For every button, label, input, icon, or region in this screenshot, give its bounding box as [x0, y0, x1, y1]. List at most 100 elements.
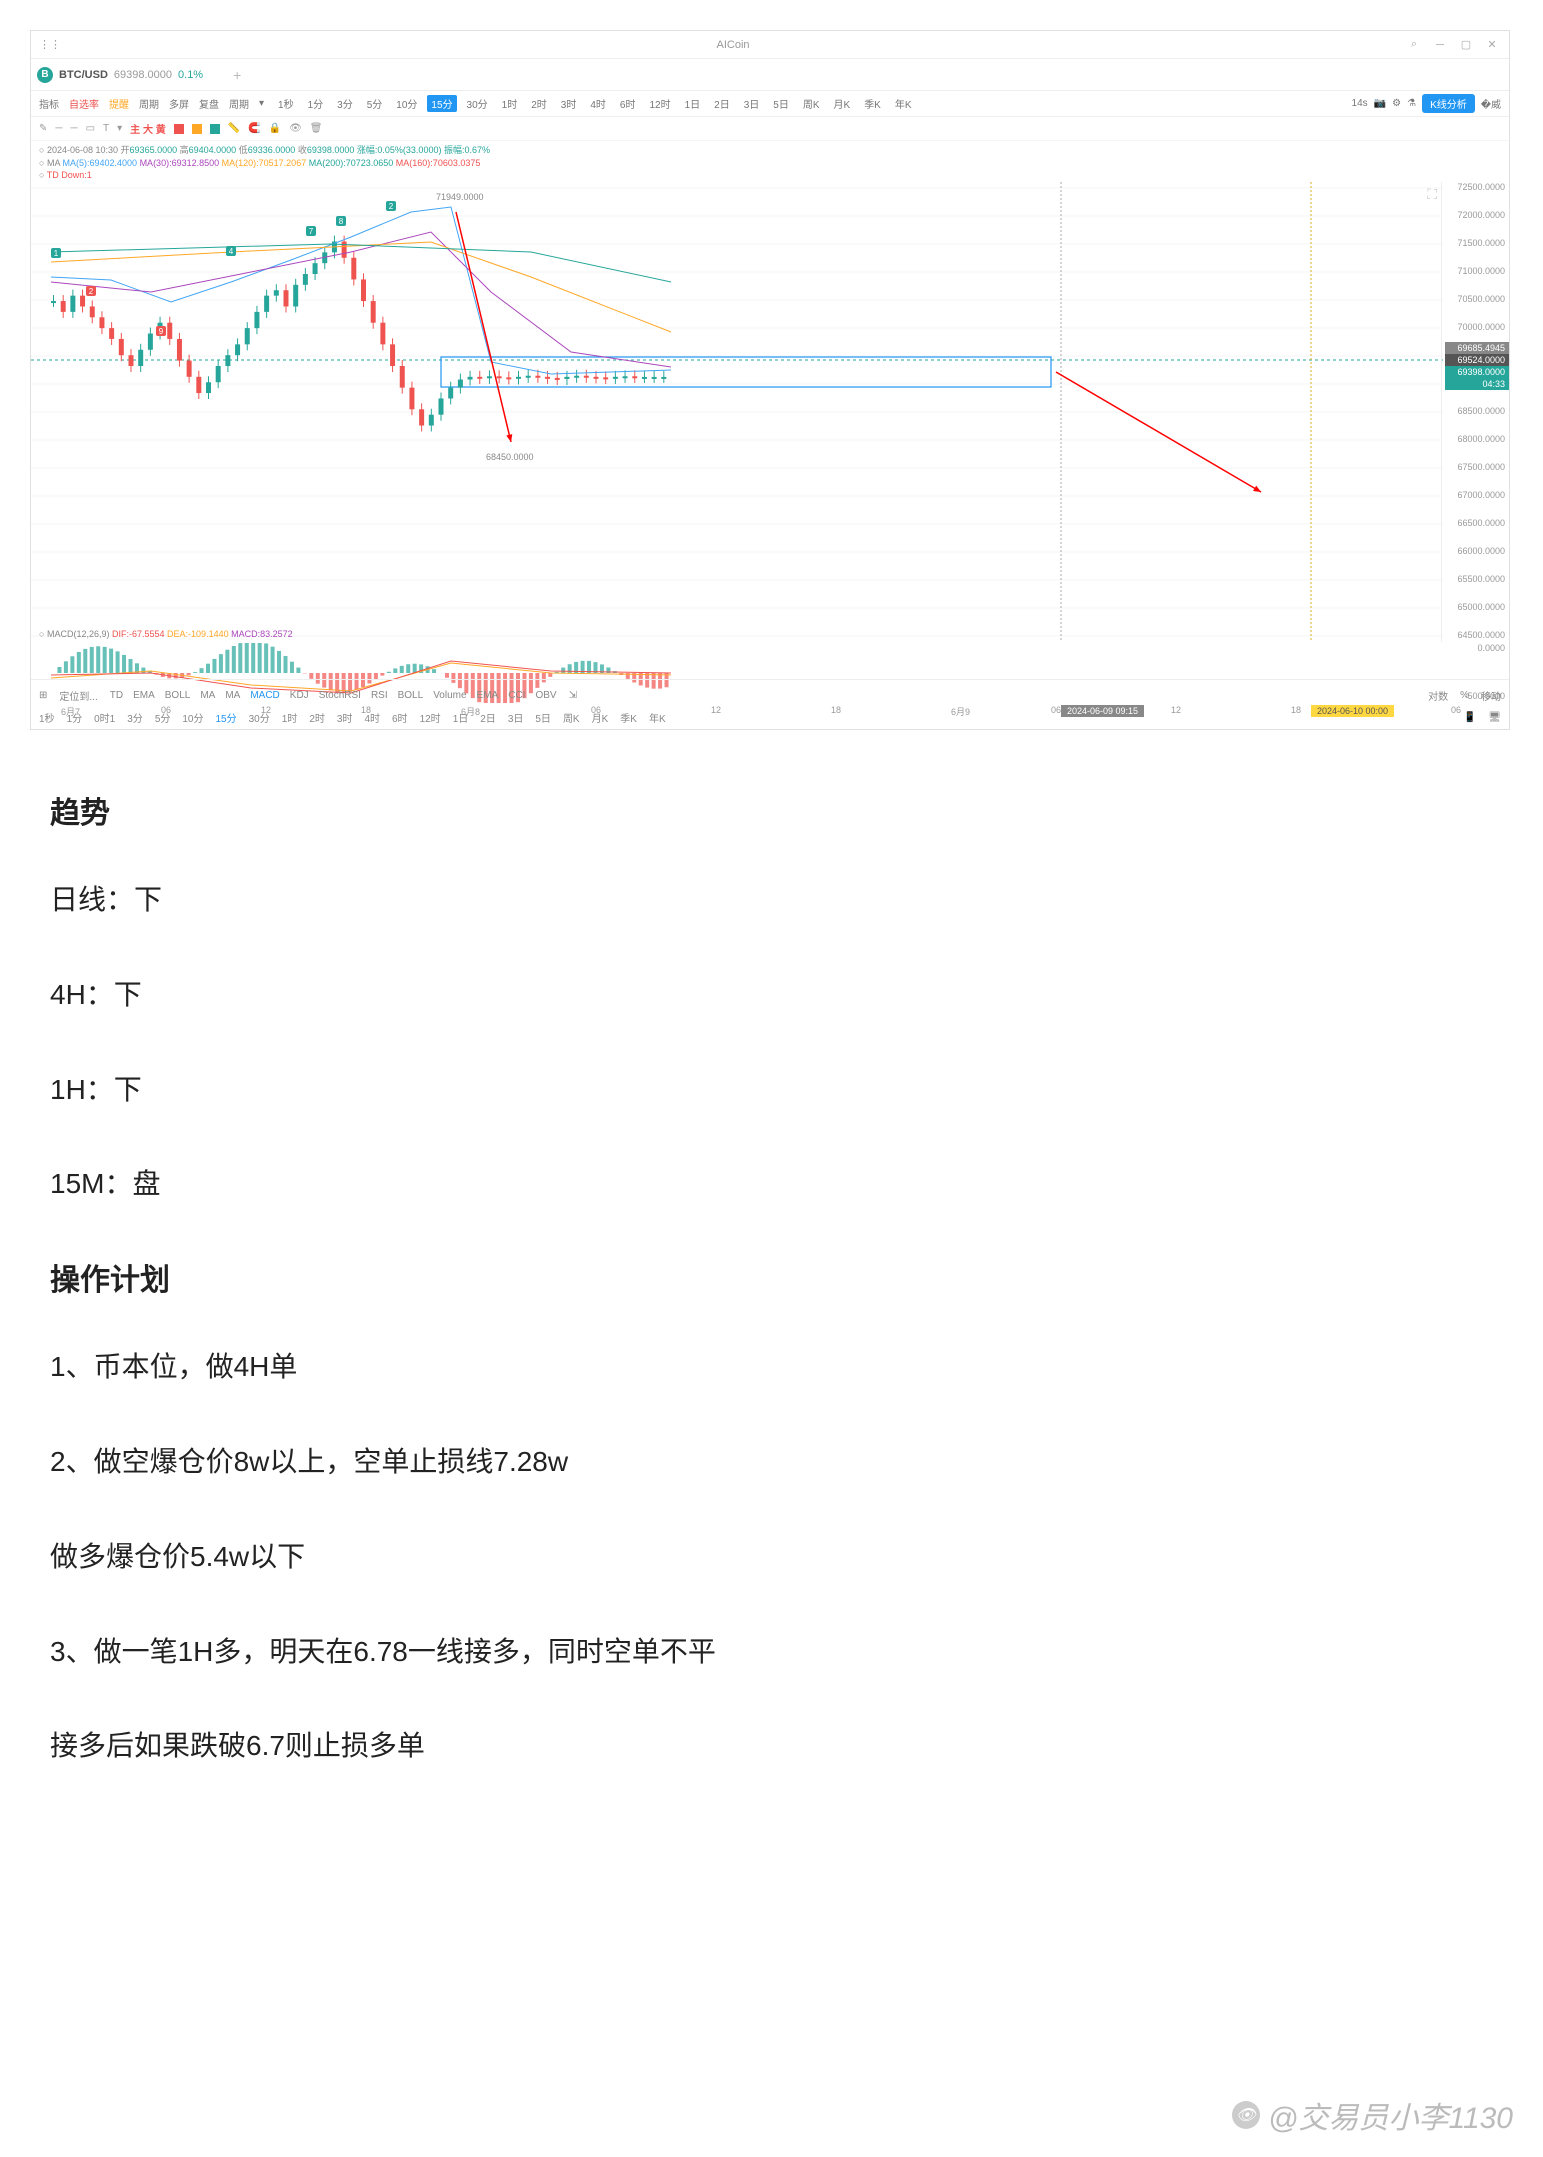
timeframe-30分[interactable]: 30分: [463, 95, 492, 112]
tf2-6时[interactable]: 6时: [392, 710, 408, 725]
tf2-3分[interactable]: 3分: [127, 710, 143, 725]
line2-tool-icon[interactable]: ─: [70, 123, 77, 134]
tf2-10分[interactable]: 10分: [182, 710, 203, 725]
pencil-icon[interactable]: ✎: [39, 123, 47, 134]
tb-rate[interactable]: 自选率: [69, 96, 99, 111]
indicator-MA[interactable]: MA: [200, 690, 215, 701]
lock-icon[interactable]: 🔒: [269, 123, 281, 134]
indicator-MA[interactable]: MA: [225, 690, 240, 701]
tf2-5分[interactable]: 5分: [155, 710, 171, 725]
tf2-4时[interactable]: 4时: [364, 710, 380, 725]
move-label[interactable]: 移动: [1481, 688, 1501, 703]
monitor-icon[interactable]: 🖥: [1488, 712, 1501, 723]
rect-tool-icon[interactable]: ▭: [86, 123, 95, 134]
timeframe-2日[interactable]: 2日: [710, 95, 734, 112]
timeframe-4时[interactable]: 4时: [586, 95, 610, 112]
fullscreen-icon[interactable]: ⛶: [1427, 186, 1437, 203]
kline-analysis-button[interactable]: K线分析: [1422, 94, 1475, 113]
indicator-MACD[interactable]: MACD: [250, 690, 279, 701]
share-icon[interactable]: �威: [1481, 96, 1501, 111]
tf2-1秒[interactable]: 1秒: [39, 710, 55, 725]
maximize-icon[interactable]: ▢: [1457, 36, 1475, 54]
camera-icon[interactable]: 📷: [1374, 98, 1386, 109]
timeframe-周K[interactable]: 周K: [799, 95, 824, 112]
text-tool-icon[interactable]: T: [103, 123, 109, 134]
timeframe-3日[interactable]: 3日: [740, 95, 764, 112]
search-icon[interactable]: ⌕: [1405, 36, 1423, 54]
tf2-1分[interactable]: 1分: [67, 710, 83, 725]
tf2-2时[interactable]: 2时: [309, 710, 325, 725]
expand-icon[interactable]: ⇲: [569, 690, 577, 701]
indicator-EMA[interactable]: EMA: [133, 690, 155, 701]
tb-indicator[interactable]: 指标: [39, 96, 59, 111]
line-tool-icon[interactable]: ─: [55, 123, 62, 134]
filter-icon[interactable]: ⚗: [1407, 98, 1416, 109]
eye3-icon[interactable]: ○: [39, 170, 44, 180]
timeframe-5分[interactable]: 5分: [363, 95, 387, 112]
tf2-周K[interactable]: 周K: [563, 710, 580, 725]
tf2-3日[interactable]: 3日: [508, 710, 524, 725]
timeframe-季K[interactable]: 季K: [860, 95, 885, 112]
indicator-BOLL[interactable]: BOLL: [165, 690, 191, 701]
tf2-季K[interactable]: 季K: [620, 710, 637, 725]
color-orange[interactable]: [192, 124, 202, 134]
timeframe-5日[interactable]: 5日: [769, 95, 793, 112]
tf2-1日[interactable]: 1日: [453, 710, 469, 725]
timeframe-月K[interactable]: 月K: [830, 95, 855, 112]
timeframe-年K[interactable]: 年K: [891, 95, 916, 112]
phone-icon[interactable]: 📱: [1464, 712, 1476, 723]
menu-dots-icon[interactable]: ⋮⋮: [39, 38, 61, 51]
close-icon[interactable]: ✕: [1483, 36, 1501, 54]
symbol-pair[interactable]: BTC/USD: [59, 69, 108, 81]
timeframe-1日[interactable]: 1日: [681, 95, 705, 112]
indicator-RSI[interactable]: RSI: [371, 690, 388, 701]
tf2-30分[interactable]: 30分: [249, 710, 270, 725]
indicator-CCI[interactable]: CCI: [508, 690, 525, 701]
eye-small-icon[interactable]: ○: [39, 145, 44, 155]
timeframe-3分[interactable]: 3分: [333, 95, 357, 112]
tf2-3时[interactable]: 3时: [337, 710, 353, 725]
log-label[interactable]: 对数: [1428, 688, 1448, 703]
timeframe-3时[interactable]: 3时: [557, 95, 581, 112]
indicator-KDJ[interactable]: KDJ: [290, 690, 309, 701]
indicator-OBV[interactable]: OBV: [535, 690, 556, 701]
indicator-BOLL[interactable]: BOLL: [398, 690, 424, 701]
tf2-12时[interactable]: 12时: [420, 710, 441, 725]
price-chart-svg[interactable]: 1294782: [31, 182, 1443, 642]
tf2-年K[interactable]: 年K: [649, 710, 666, 725]
timeframe-15分[interactable]: 15分: [427, 95, 456, 112]
trash-icon[interactable]: 🗑: [310, 123, 323, 134]
tb-multi[interactable]: 多屏: [169, 96, 189, 111]
more-tool-icon[interactable]: ▾: [117, 123, 122, 134]
timeframe-6时[interactable]: 6时: [616, 95, 640, 112]
timeframe-1秒[interactable]: 1秒: [274, 95, 298, 112]
pct-label[interactable]: %: [1460, 690, 1469, 701]
eye-icon[interactable]: 👁: [289, 123, 302, 134]
color-red[interactable]: [174, 124, 184, 134]
eye2-icon[interactable]: ○: [39, 158, 44, 168]
timeframe-1时[interactable]: 1时: [498, 95, 522, 112]
tb-replay[interactable]: 复盘: [199, 96, 219, 111]
tf2-15分[interactable]: 15分: [216, 710, 237, 725]
timeframe-10分[interactable]: 10分: [392, 95, 421, 112]
magnet-icon[interactable]: 🧲: [248, 123, 260, 134]
minimize-icon[interactable]: ─: [1431, 36, 1449, 54]
tb-cycle[interactable]: 周期: [139, 96, 159, 111]
grid-icon[interactable]: ⊞: [39, 690, 47, 701]
tb-alert[interactable]: 提醒: [109, 96, 129, 111]
tf2-1时[interactable]: 1时: [282, 710, 298, 725]
color-green[interactable]: [210, 124, 220, 134]
tf2-0时1[interactable]: 0时1: [94, 710, 115, 725]
tf2-5日[interactable]: 5日: [535, 710, 551, 725]
timeframe-1分[interactable]: 1分: [304, 95, 328, 112]
add-tab-icon[interactable]: +: [233, 67, 241, 83]
indicator-StochRSI[interactable]: StochRSI: [319, 690, 361, 701]
indicator-Volume[interactable]: Volume: [433, 690, 466, 701]
settings-icon[interactable]: ⚙: [1392, 98, 1401, 109]
indicator-TD[interactable]: TD: [110, 690, 123, 701]
eye4-icon[interactable]: ○: [39, 629, 44, 639]
timeframe-2时[interactable]: 2时: [527, 95, 551, 112]
tf2-月K[interactable]: 月K: [592, 710, 609, 725]
tb-period[interactable]: 周期: [229, 96, 249, 111]
zhudaci[interactable]: 主 大 黄: [130, 121, 166, 136]
